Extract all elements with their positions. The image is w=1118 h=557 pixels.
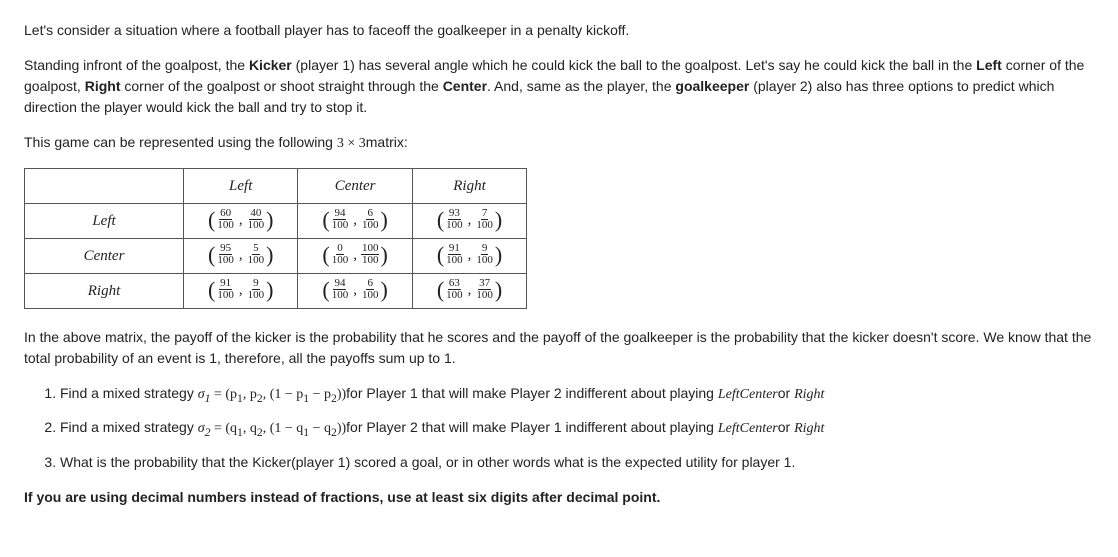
- question-2: Find a mixed strategy σ2 = (q1, q2, (1 −…: [60, 417, 1094, 441]
- math: σ1 = (p1, p2, (1 − p1 − p2)): [198, 387, 346, 402]
- text: Find a mixed strategy: [60, 419, 198, 435]
- text: for Player 1 that will make Player 2 ind…: [346, 385, 718, 401]
- text: − p: [309, 387, 331, 402]
- payoff-cell: (91100,9100): [412, 239, 526, 274]
- payoff-cell: (63100,37100): [412, 274, 526, 309]
- paragraph-intro-1: Let's consider a situation where a footb…: [24, 20, 1094, 41]
- text: Find a mixed strategy: [60, 385, 198, 401]
- kicker-label: Kicker: [249, 57, 292, 73]
- question-3: What is the probability that the Kicker(…: [60, 452, 1094, 473]
- math: σ2 = (q1, q2, (1 − q1 − q2)): [198, 421, 346, 436]
- row-header: Left: [25, 204, 184, 239]
- text: , q: [243, 421, 257, 436]
- text: − q: [309, 421, 331, 436]
- text: = (q: [210, 421, 237, 436]
- text: , (1 − q: [263, 421, 304, 436]
- table-row: Left (60100,40100) (94100,6100) (93100,7…: [25, 204, 527, 239]
- table-header-row: Left Center Right: [25, 169, 527, 204]
- eq: = (q1, q2, (1 − q1 − q2)): [210, 421, 346, 436]
- text: , p: [243, 387, 257, 402]
- payoff-cell: (93100,7100): [412, 204, 526, 239]
- col-header: Center: [298, 169, 412, 204]
- text: (player 1) has several angle which he co…: [292, 57, 976, 73]
- row-header: Right: [25, 274, 184, 309]
- text: or: [778, 385, 794, 401]
- payoff-cell: (91100,9100): [184, 274, 298, 309]
- table-row: Right (91100,9100) (94100,6100) (63100,3…: [25, 274, 527, 309]
- text: )): [337, 421, 346, 436]
- text: Standing infront of the goalpost, the: [24, 57, 249, 73]
- question-list: Find a mixed strategy σ1 = (p1, p2, (1 −…: [60, 383, 1094, 473]
- paragraph-intro-3: This game can be represented using the f…: [24, 132, 1094, 154]
- right: Right: [794, 421, 824, 436]
- col-header: Left: [184, 169, 298, 204]
- sigma: σ: [198, 387, 205, 402]
- sigma: σ: [198, 421, 205, 436]
- text: for Player 2 that will make Player 1 ind…: [346, 419, 718, 435]
- matrix-dimension: 3 × 3: [337, 136, 366, 151]
- text: )): [337, 387, 346, 402]
- col-header: Right: [412, 169, 526, 204]
- right-label: Right: [85, 78, 121, 94]
- text: = (p: [210, 387, 237, 402]
- row-header: Center: [25, 239, 184, 274]
- text: , (1 − p: [263, 387, 304, 402]
- eq: = (p1, p2, (1 − p1 − p2)): [210, 387, 346, 402]
- text: matrix:: [366, 134, 408, 150]
- table-corner: [25, 169, 184, 204]
- payoff-cell: (95100,5100): [184, 239, 298, 274]
- leftcenter: LeftCenter: [718, 387, 778, 402]
- text: . And, same as the player, the: [487, 78, 675, 94]
- goalkeeper-label: goalkeeper: [675, 78, 749, 94]
- paragraph-intro-2: Standing infront of the goalpost, the Ki…: [24, 55, 1094, 118]
- text: or: [778, 419, 794, 435]
- paragraph-explain: In the above matrix, the payoff of the k…: [24, 327, 1094, 369]
- note-decimals: If you are using decimal numbers instead…: [24, 487, 1094, 508]
- center-label: Center: [443, 78, 487, 94]
- text: This game can be represented using the f…: [24, 134, 337, 150]
- right: Right: [794, 387, 824, 402]
- payoff-cell: (60100,40100): [184, 204, 298, 239]
- table-row: Center (95100,5100) (0100,100100) (91100…: [25, 239, 527, 274]
- question-1: Find a mixed strategy σ1 = (p1, p2, (1 −…: [60, 383, 1094, 407]
- payoff-matrix-table: Left Center Right Left (60100,40100) (94…: [24, 168, 527, 309]
- text: corner of the goalpost or shoot straight…: [120, 78, 442, 94]
- leftcenter: LeftCenter: [718, 421, 778, 436]
- payoff-cell: (0100,100100): [298, 239, 412, 274]
- payoff-cell: (94100,6100): [298, 274, 412, 309]
- left-label: Left: [976, 57, 1002, 73]
- payoff-cell: (94100,6100): [298, 204, 412, 239]
